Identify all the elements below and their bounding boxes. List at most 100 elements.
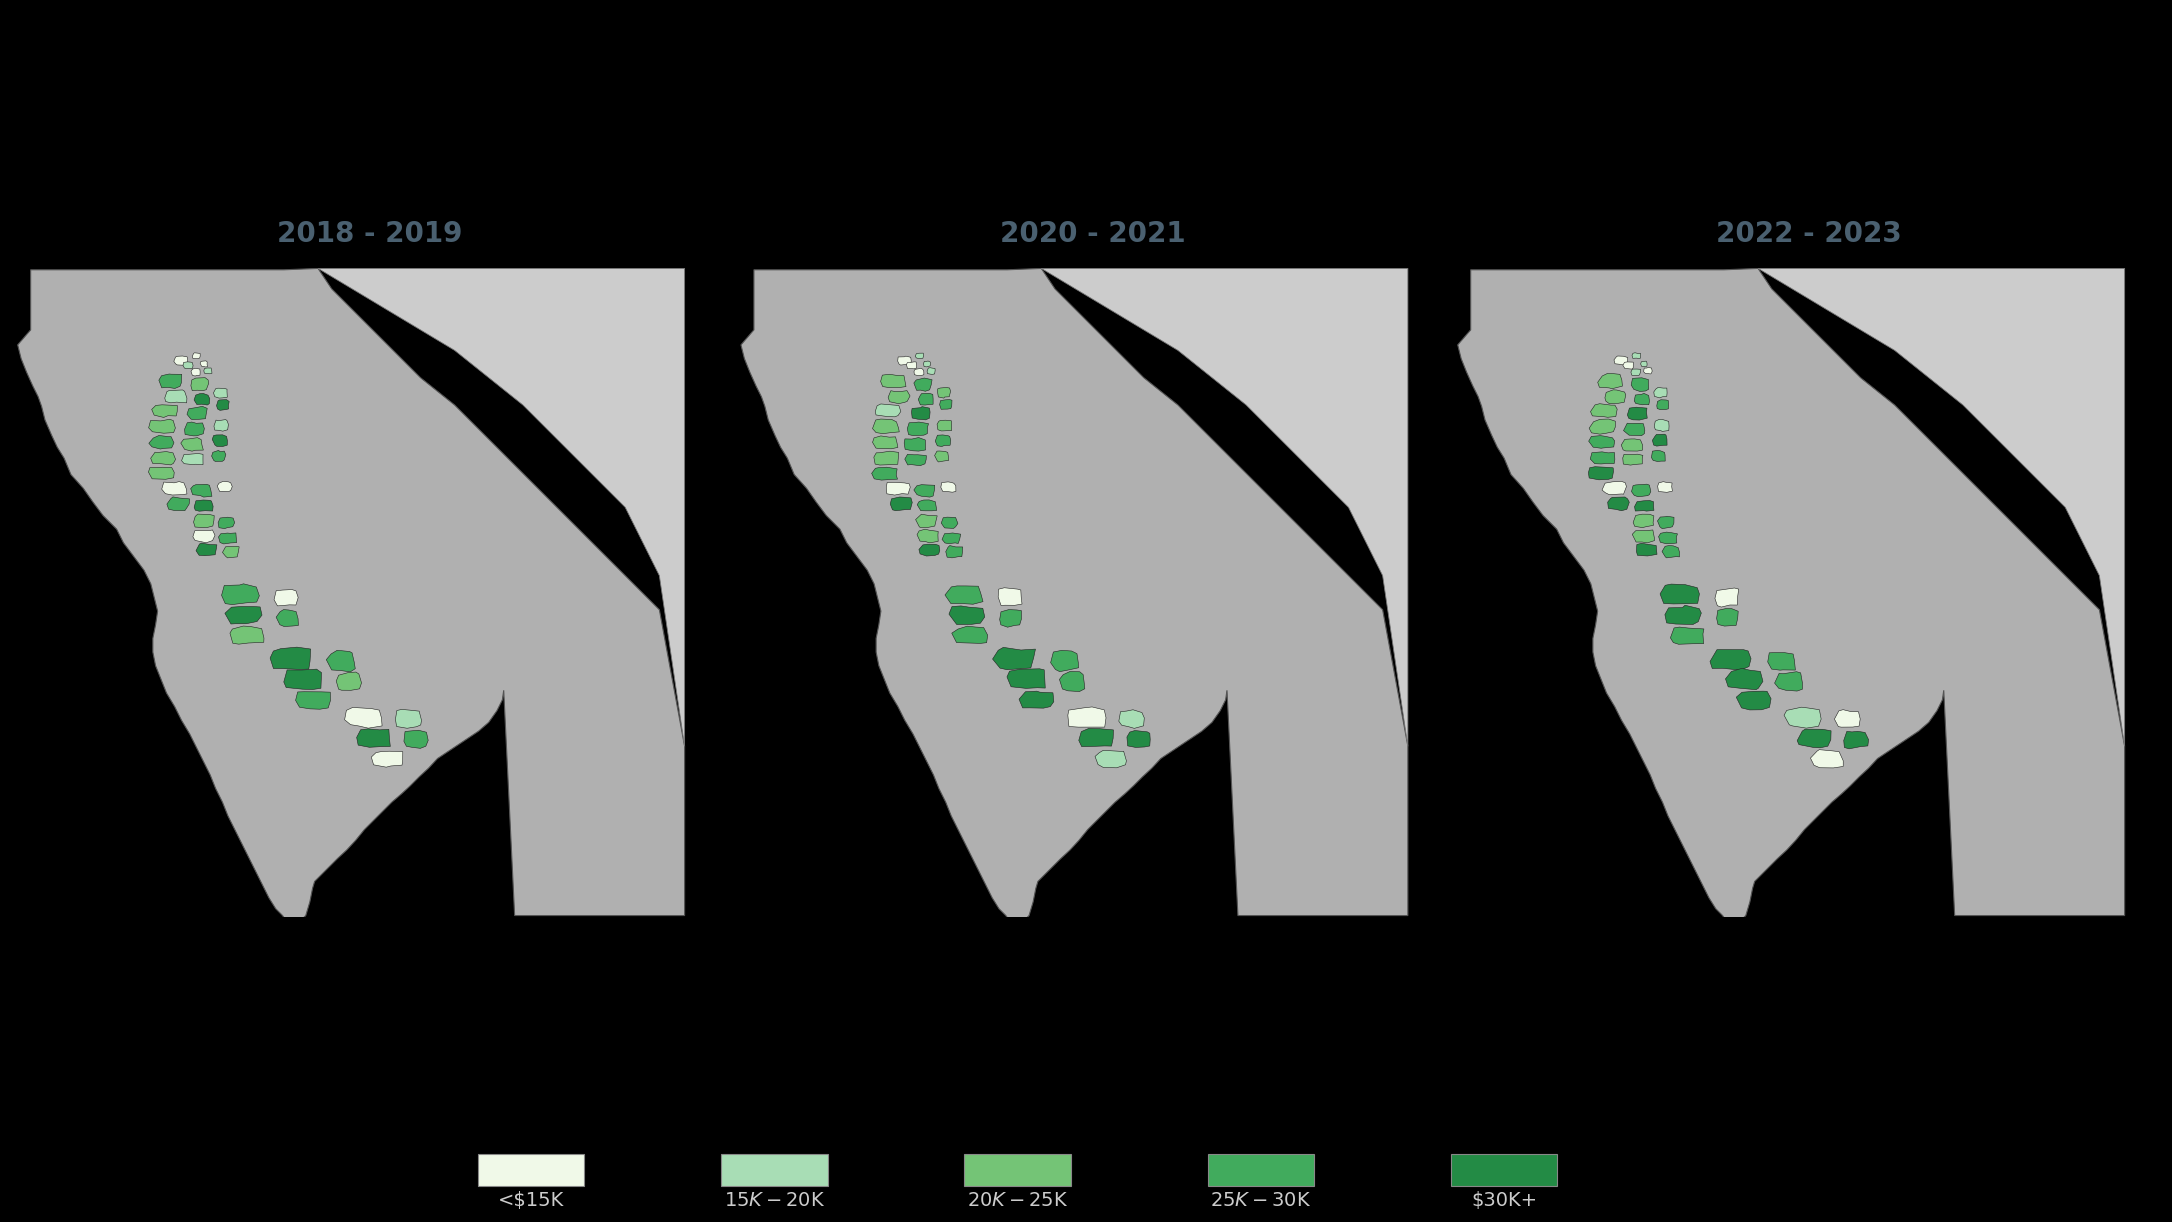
Polygon shape (999, 610, 1021, 627)
Polygon shape (934, 451, 949, 462)
Polygon shape (1588, 436, 1614, 448)
Polygon shape (395, 710, 421, 728)
Polygon shape (1588, 467, 1614, 480)
Polygon shape (191, 368, 200, 376)
Polygon shape (873, 436, 897, 448)
Polygon shape (1735, 692, 1770, 710)
Polygon shape (1636, 544, 1657, 556)
Polygon shape (1622, 423, 1644, 436)
Polygon shape (159, 374, 182, 389)
Polygon shape (949, 606, 984, 624)
Polygon shape (873, 419, 899, 434)
Polygon shape (193, 500, 213, 511)
Polygon shape (1725, 668, 1764, 689)
Polygon shape (919, 544, 940, 556)
Polygon shape (917, 500, 936, 511)
Polygon shape (940, 481, 956, 492)
Polygon shape (919, 393, 934, 404)
Polygon shape (938, 387, 951, 398)
Polygon shape (1844, 731, 1868, 749)
Polygon shape (1644, 368, 1653, 374)
Polygon shape (187, 407, 206, 419)
FancyBboxPatch shape (964, 1155, 1071, 1187)
Polygon shape (1659, 532, 1677, 544)
Polygon shape (923, 360, 930, 367)
Polygon shape (222, 546, 239, 558)
Polygon shape (217, 481, 232, 491)
Polygon shape (908, 422, 930, 435)
Polygon shape (337, 672, 361, 690)
Polygon shape (191, 484, 213, 497)
Polygon shape (886, 483, 910, 495)
Polygon shape (1127, 731, 1151, 748)
Polygon shape (1775, 672, 1803, 692)
Polygon shape (150, 435, 174, 448)
Polygon shape (1657, 481, 1672, 492)
Polygon shape (875, 404, 901, 417)
Polygon shape (1796, 730, 1831, 748)
Polygon shape (1640, 362, 1646, 367)
Polygon shape (914, 353, 923, 358)
Polygon shape (1651, 451, 1666, 462)
Polygon shape (1657, 400, 1668, 409)
Polygon shape (371, 752, 402, 767)
Polygon shape (1783, 708, 1820, 728)
Polygon shape (1607, 497, 1629, 511)
Polygon shape (1051, 650, 1079, 672)
Polygon shape (936, 420, 951, 431)
Polygon shape (1757, 269, 2124, 747)
Polygon shape (326, 650, 356, 672)
Polygon shape (940, 400, 951, 409)
Polygon shape (1633, 393, 1649, 404)
Polygon shape (182, 362, 193, 369)
Polygon shape (1670, 627, 1703, 644)
Polygon shape (1019, 692, 1053, 709)
Polygon shape (1835, 710, 1859, 727)
Polygon shape (1590, 452, 1614, 464)
Polygon shape (1631, 378, 1649, 391)
Polygon shape (182, 453, 202, 464)
Polygon shape (185, 422, 204, 436)
Polygon shape (345, 708, 382, 728)
Polygon shape (927, 368, 936, 374)
Polygon shape (1631, 484, 1651, 497)
Polygon shape (295, 692, 330, 709)
Polygon shape (940, 517, 958, 528)
Polygon shape (1119, 710, 1145, 728)
Polygon shape (1040, 269, 1407, 747)
Polygon shape (193, 514, 215, 528)
Polygon shape (1768, 653, 1796, 670)
Text: <$15K: <$15K (497, 1191, 565, 1210)
Polygon shape (936, 435, 951, 446)
Polygon shape (891, 497, 912, 511)
Polygon shape (1662, 545, 1679, 558)
Polygon shape (1590, 403, 1618, 417)
Polygon shape (200, 360, 209, 367)
Polygon shape (193, 353, 200, 359)
Polygon shape (917, 514, 936, 528)
Polygon shape (193, 393, 211, 404)
Polygon shape (269, 648, 311, 670)
Polygon shape (180, 437, 204, 451)
Text: $20K-$25K: $20K-$25K (967, 1191, 1069, 1210)
Polygon shape (1008, 668, 1045, 688)
FancyBboxPatch shape (478, 1155, 584, 1187)
Polygon shape (356, 728, 391, 748)
Polygon shape (914, 368, 923, 375)
Polygon shape (1655, 419, 1668, 431)
Polygon shape (1069, 708, 1106, 727)
Polygon shape (1709, 650, 1751, 670)
Polygon shape (150, 452, 176, 464)
FancyBboxPatch shape (1208, 1155, 1314, 1187)
Polygon shape (1603, 481, 1627, 495)
Polygon shape (945, 545, 962, 558)
Text: 2020 - 2021: 2020 - 2021 (999, 220, 1186, 248)
Polygon shape (1631, 353, 1640, 358)
Polygon shape (1653, 387, 1668, 398)
Polygon shape (161, 481, 187, 495)
Polygon shape (195, 543, 217, 556)
Polygon shape (1590, 419, 1616, 434)
Polygon shape (285, 670, 321, 689)
Polygon shape (222, 584, 258, 605)
Polygon shape (17, 269, 684, 925)
